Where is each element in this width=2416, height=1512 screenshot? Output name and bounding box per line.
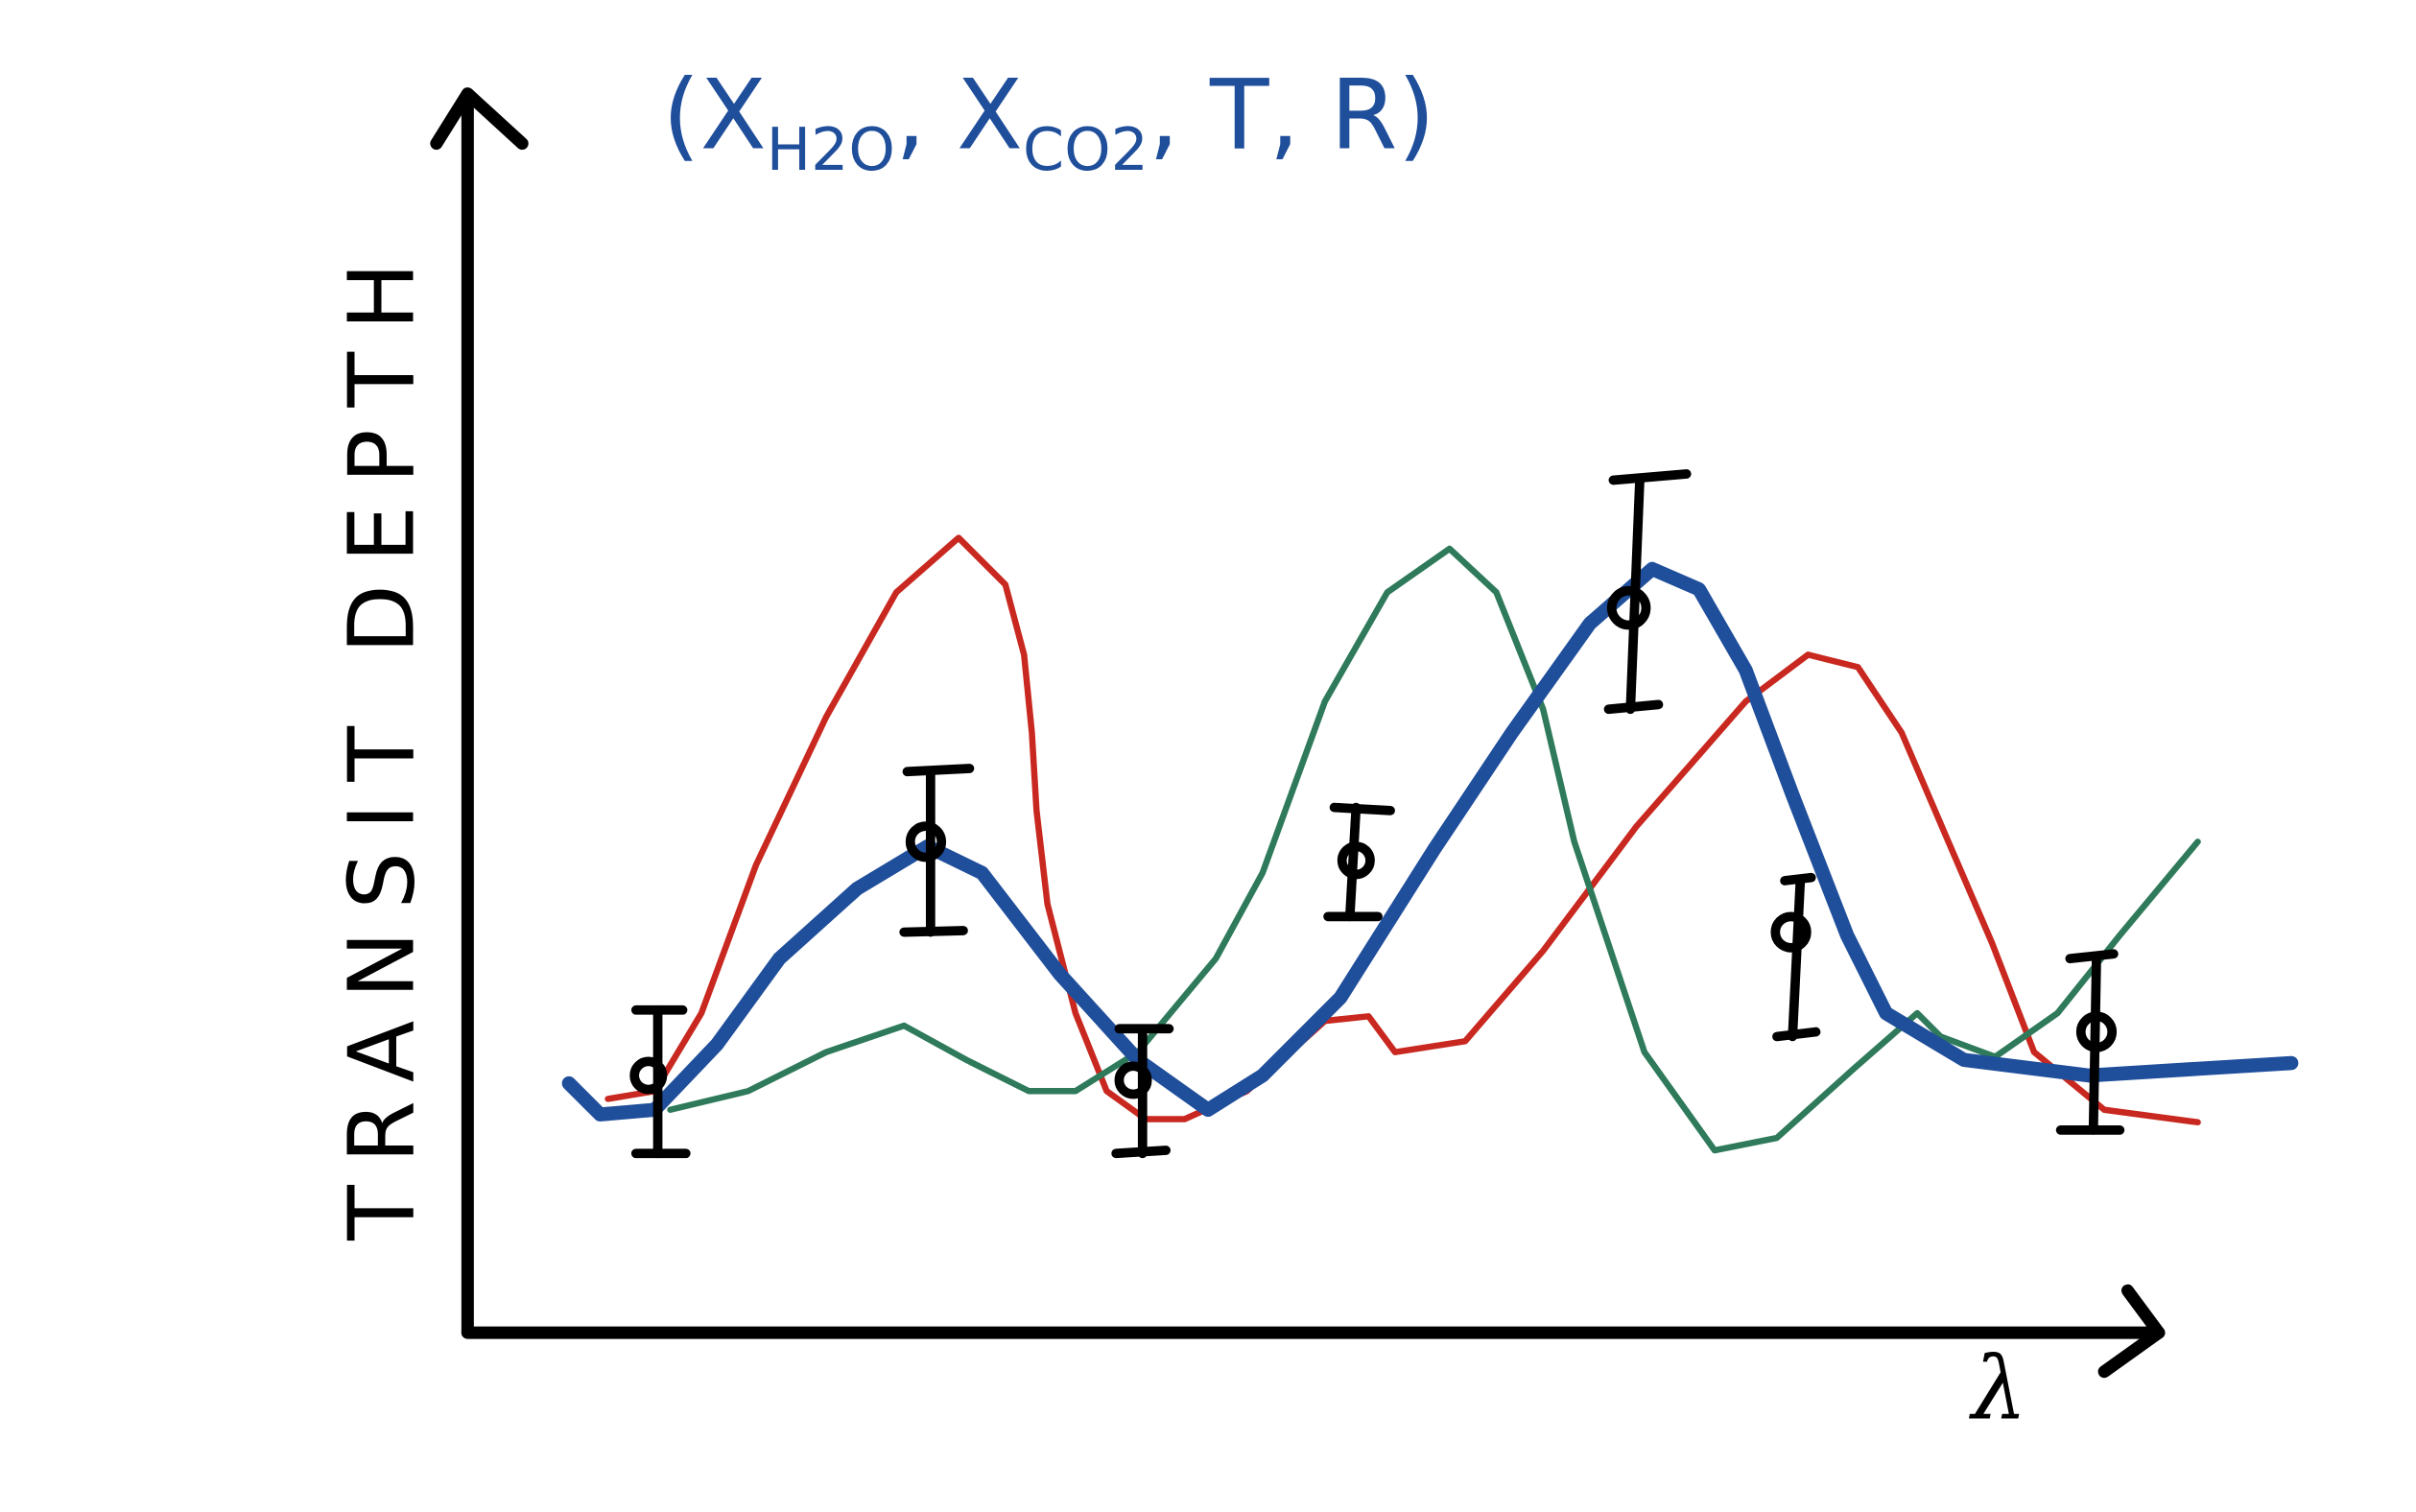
error-bar [1323,802,1395,922]
parameter-subscript: CO2 [1023,115,1149,184]
title-paren: ( [662,59,699,171]
parameter-symbol: X [700,59,767,171]
y-arrow [430,87,529,151]
title-separator: , [1269,59,1331,171]
x-axis-label: λ [1969,1338,2027,1439]
title: (XH2O, XCO2, T, R) [662,59,1434,184]
parameter-subscript: H2O [767,115,895,184]
parameter-symbol: X [957,59,1023,171]
error-bar [1111,1024,1174,1159]
title-separator: , [895,59,957,171]
parameter-symbol: R [1331,59,1398,171]
green-curve [667,545,2201,1154]
error-bar [1770,872,1821,1042]
parameter-symbol: T [1209,59,1269,171]
error-bar [899,764,975,937]
x-arrow [2097,1284,2166,1379]
y-axis-label: TRANSIT DEPTH [330,241,435,1241]
error-bar [2055,949,2125,1135]
title-separator: , [1149,59,1210,171]
error-bars [629,469,2125,1159]
blue-curve [561,561,2299,1122]
axes [430,87,2166,1379]
title-paren: ) [1398,59,1435,171]
error-bar [629,1004,691,1159]
error-bar [1603,469,1692,715]
